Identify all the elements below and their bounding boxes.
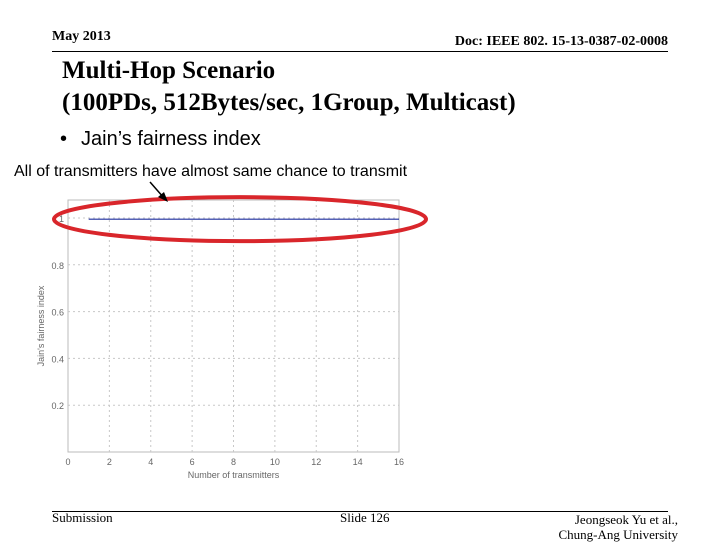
y-tick-label: 1 (59, 214, 64, 224)
x-tick-label: 6 (190, 457, 195, 467)
highlight-ellipse (52, 195, 428, 244)
x-tick-label: 8 (231, 457, 236, 467)
x-tick-label: 14 (353, 457, 363, 467)
x-tick-label: 4 (148, 457, 153, 467)
y-tick-label: 0.4 (51, 354, 64, 364)
header-doc-id: Doc: IEEE 802. 15-13-0387-02-0008 (454, 34, 668, 49)
footer-divider (52, 511, 668, 512)
x-axis-label: Number of transmitters (188, 470, 280, 480)
header-divider (52, 51, 668, 52)
y-tick-label: 0.8 (51, 261, 64, 271)
title-line-1: Multi-Hop Scenario (62, 57, 276, 84)
x-tick-label: 2 (107, 457, 112, 467)
footer-author-line-2: Chung-Ang University (558, 527, 678, 542)
x-tick-label: 0 (65, 457, 70, 467)
y-tick-label: 0.2 (51, 401, 64, 411)
annotation-text: All of transmitters have almost same cha… (14, 163, 408, 180)
x-tick-label: 12 (311, 457, 321, 467)
title-line-2: (100PDs, 512Bytes/sec, 1Group, Multicast… (62, 89, 516, 116)
y-tick-label: 0.6 (51, 308, 64, 318)
bullet-item: • Jain’s fairness index (60, 128, 261, 151)
footer-author-line-1: Jeongseok Yu et al., (574, 512, 678, 527)
footer-slide-number: Slide 126 (340, 510, 390, 525)
footer-author: Jeongseok Yu et al., Chung-Ang Universit… (558, 512, 678, 542)
pointer-arrow-head (158, 192, 168, 202)
bullet-text: Jain’s fairness index (81, 128, 261, 150)
header-date: May 2013 (52, 29, 111, 44)
x-tick-label: 16 (394, 457, 404, 467)
y-axis-label: Jain's fairness index (36, 285, 46, 366)
slide-title: Multi-Hop Scenario (100PDs, 512Bytes/sec… (62, 55, 516, 119)
bullet-marker: • (60, 128, 68, 150)
footer-submission: Submission (52, 510, 113, 525)
x-tick-label: 10 (270, 457, 280, 467)
